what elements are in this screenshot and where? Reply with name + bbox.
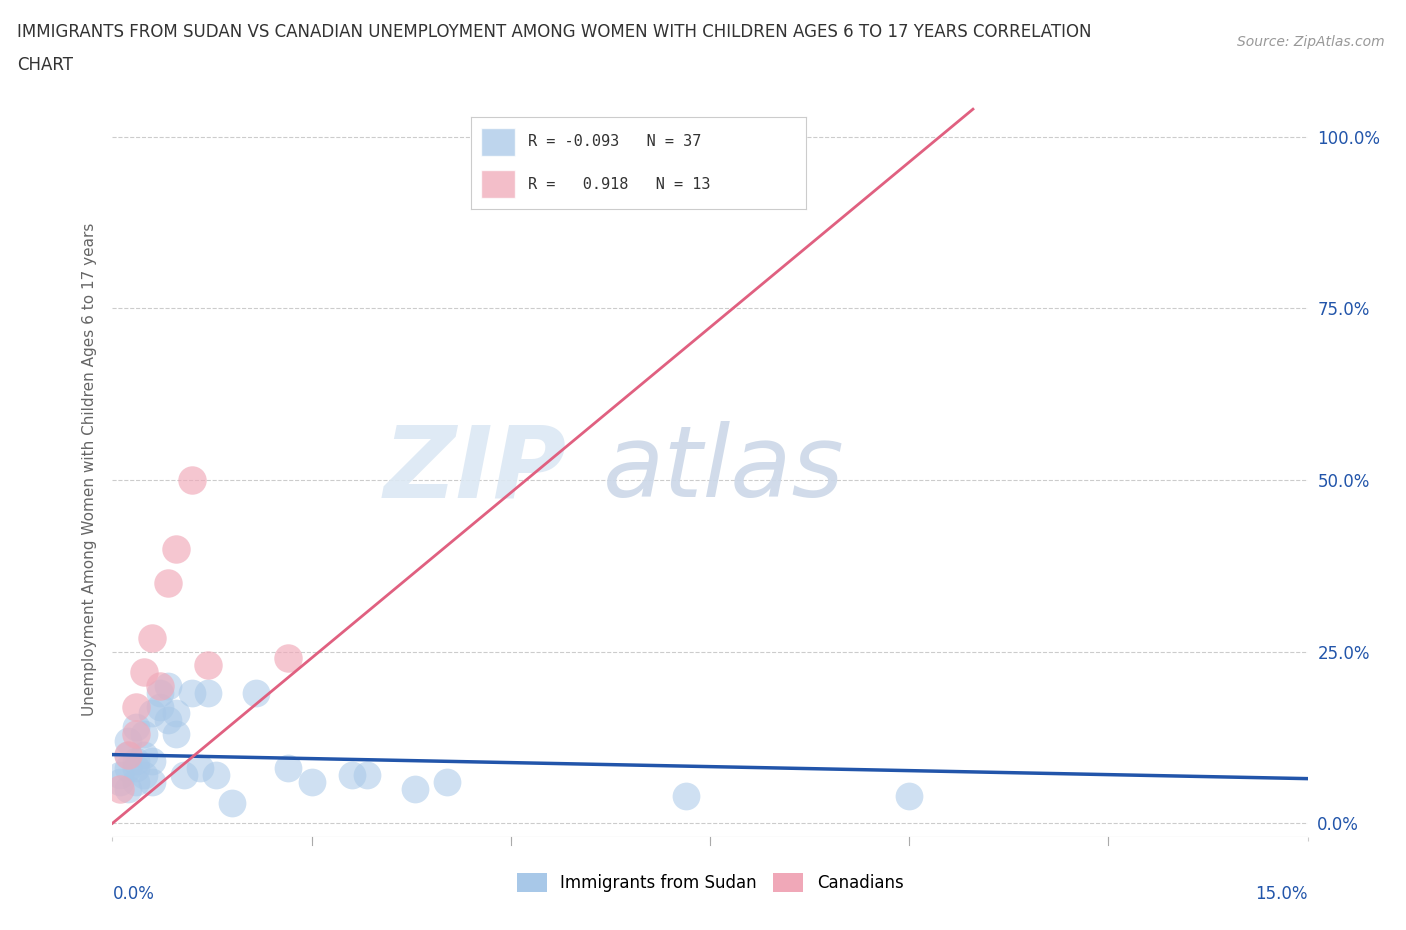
Point — [188, 761, 211, 776]
Point — [117, 761, 139, 776]
Point — [173, 768, 195, 783]
Point — [898, 789, 921, 804]
Point — [117, 747, 139, 762]
Point — [675, 789, 697, 804]
Point — [125, 775, 148, 790]
Point — [181, 472, 204, 487]
Point — [125, 754, 148, 769]
Point — [125, 761, 148, 776]
Point — [197, 658, 219, 672]
Point — [141, 706, 163, 721]
Point — [141, 754, 163, 769]
Text: IMMIGRANTS FROM SUDAN VS CANADIAN UNEMPLOYMENT AMONG WOMEN WITH CHILDREN AGES 6 : IMMIGRANTS FROM SUDAN VS CANADIAN UNEMPL… — [17, 23, 1091, 41]
Point — [301, 775, 323, 790]
Point — [110, 781, 132, 796]
Point — [149, 679, 172, 694]
Point — [134, 747, 156, 762]
Point — [165, 541, 187, 556]
Text: atlas: atlas — [603, 421, 844, 518]
Point — [157, 679, 180, 694]
Point — [205, 768, 228, 783]
Point — [125, 699, 148, 714]
Point — [149, 685, 172, 700]
Point — [117, 734, 139, 749]
Point — [659, 178, 682, 193]
Point — [277, 761, 299, 776]
Point — [221, 795, 243, 810]
Text: 0.0%: 0.0% — [112, 884, 155, 903]
Point — [277, 651, 299, 666]
Point — [157, 712, 180, 727]
Legend: Immigrants from Sudan, Canadians: Immigrants from Sudan, Canadians — [510, 866, 910, 898]
Point — [134, 665, 156, 680]
Point — [141, 775, 163, 790]
Point — [245, 685, 267, 700]
Point — [110, 775, 132, 790]
Point — [157, 576, 180, 591]
Text: ZIP: ZIP — [384, 421, 567, 518]
Text: Source: ZipAtlas.com: Source: ZipAtlas.com — [1237, 35, 1385, 49]
Point — [117, 781, 139, 796]
Point — [117, 747, 139, 762]
Point — [110, 768, 132, 783]
Point — [125, 726, 148, 741]
Text: CHART: CHART — [17, 56, 73, 73]
Point — [141, 631, 163, 645]
Point — [125, 720, 148, 735]
Point — [165, 726, 187, 741]
Point — [197, 685, 219, 700]
Point — [181, 685, 204, 700]
Point — [149, 699, 172, 714]
Point — [165, 706, 187, 721]
Point — [404, 781, 426, 796]
Y-axis label: Unemployment Among Women with Children Ages 6 to 17 years: Unemployment Among Women with Children A… — [82, 223, 97, 716]
Point — [134, 768, 156, 783]
Point — [436, 775, 458, 790]
Text: 15.0%: 15.0% — [1256, 884, 1308, 903]
Point — [134, 726, 156, 741]
Point — [356, 768, 378, 783]
Point — [340, 768, 363, 783]
